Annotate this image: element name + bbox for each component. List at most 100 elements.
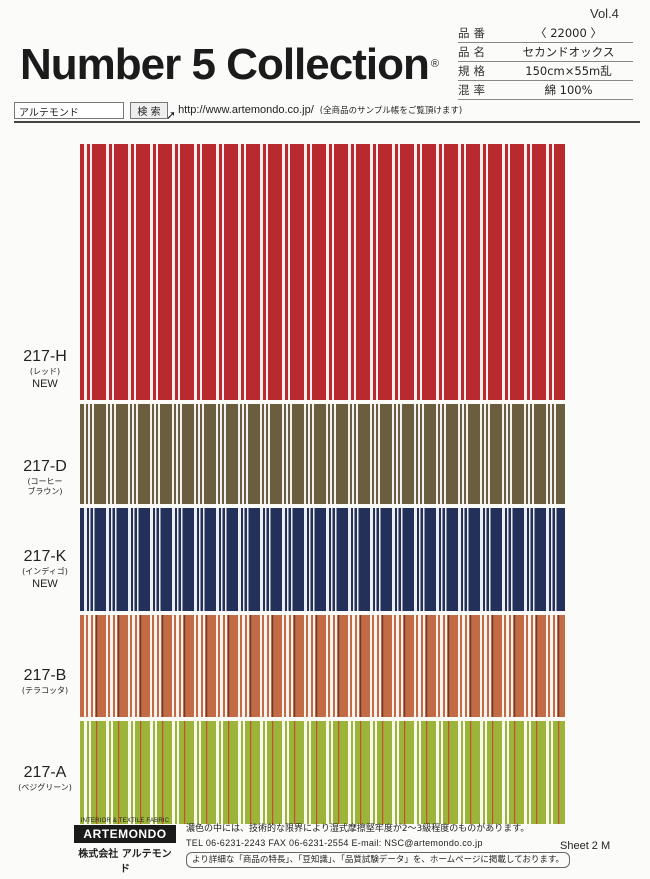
fabric-stripe [286,404,288,504]
fabric-stripe [326,404,328,504]
fabric-stripe [374,615,377,717]
fabric-stripe [348,508,351,611]
fabric-stripe [353,508,355,611]
fabric-stripe [89,508,91,611]
fabric-accent-stripe [536,615,538,717]
fabric-stripe [198,615,201,717]
fabric-stripe [309,721,311,824]
fabric-accent-stripe [316,615,318,717]
fabric-stripe [172,508,175,611]
fabric-accent-stripe [162,721,164,824]
fabric-accent-stripe [206,615,208,717]
fabric-stripe [238,404,240,504]
fabric-stripe [524,144,527,400]
fabric-stripe [128,144,131,400]
fabric-stripe [238,721,241,824]
fabric-stripe [550,615,553,717]
fabric-stripe [414,721,417,824]
fabric-stripe [238,508,241,611]
fabric-stripe [370,144,373,400]
fabric-stripe [194,508,197,611]
fabric-stripe [480,615,482,717]
swatch-217-K [80,508,565,611]
fabric-stripe [115,508,117,611]
fabric-accent-stripe [250,615,252,717]
fabric-stripe [326,615,328,717]
spec-key: 品名 [458,45,489,59]
fabric-stripe [150,508,153,611]
new-badge: NEW [32,378,58,390]
fabric-stripe [332,144,334,400]
fabric-stripe [529,508,531,611]
search-input[interactable]: アルテモンド [14,101,124,119]
website-link[interactable]: http://www.artemondo.co.jp/ [178,104,314,116]
spec-row: 混率 綿 100% [458,81,633,100]
fabric-stripe [533,615,535,717]
header-divider [14,121,640,123]
fabric-stripe [238,615,240,717]
fabric-stripe [288,144,290,400]
fabric-stripe [370,721,373,824]
fabric-stripe [398,144,400,400]
fabric-stripe [436,508,439,611]
fabric-stripe [172,404,174,504]
fabric-stripe [304,404,306,504]
fabric-stripe [379,508,381,611]
volume-label: Vol.4 [590,6,619,21]
fabric-stripe [480,404,482,504]
fabric-stripe [84,721,87,824]
fabric-stripe [484,615,487,717]
fabric-stripe [555,508,557,611]
fabric-stripe [375,721,377,824]
fabric-stripe [220,615,223,717]
fabric-stripe [502,721,505,824]
fabric-stripe [508,144,510,400]
search-button[interactable]: 検 索 [130,101,168,119]
fabric-stripe [200,144,202,400]
fabric-accent-stripe [294,721,296,824]
fabric-stripe [462,404,464,504]
fabric-stripe [530,144,532,400]
swatch-base [80,144,565,400]
brand-title: Number 5 Collection ® [20,40,439,90]
fabric-stripe [445,615,447,717]
spec-value: 綿 100% [544,83,593,97]
fabric-stripe [243,721,245,824]
fabric-stripe [282,615,284,717]
fabric-accent-stripe [96,615,98,717]
fabric-stripe [511,615,513,717]
fabric-stripe [132,615,135,717]
fabric-stripe [194,144,197,400]
fabric-stripe [114,404,116,504]
swatch-217-A [80,721,565,824]
fabric-stripe [308,404,310,504]
fabric-accent-stripe [272,615,274,717]
fabric-accent-stripe [118,721,120,824]
fabric-stripe [326,144,329,400]
fabric-stripe [506,404,508,504]
fabric-stripe [225,615,227,717]
fabric-stripe [198,404,200,504]
fabric-stripe [524,404,526,504]
fabric-accent-stripe [360,615,362,717]
pointer-cursor-icon: ➚ [166,108,177,122]
fabric-stripe [203,508,205,611]
fabric-accent-stripe [558,721,560,824]
swatch-label: 217-A (ペジグリーン) [14,764,76,793]
fabric-stripe [287,721,289,824]
more-info-note: より詳細な「商品の特長」、「豆知識」、「品質試験データ」を、ホームページに掲載し… [186,852,571,868]
fabric-accent-stripe [140,615,142,717]
company-name: 株式会社 アルテモンド [78,849,172,875]
fabric-stripe [150,144,153,400]
fabric-stripe [423,615,425,717]
fabric-stripe [440,615,443,717]
fabric-stripe [264,404,266,504]
fabric-stripe [308,615,311,717]
care-note: 濃色の中には、技術的な限界により湿式摩擦堅牢度が2～3級程度のものがあります。 [186,824,530,834]
fabric-stripe [466,404,468,504]
fabric-stripe [93,615,95,717]
fabric-stripe [225,508,227,611]
fabric-stripe [554,404,556,504]
fabric-stripe [199,508,201,611]
fabric-stripe [260,144,263,400]
